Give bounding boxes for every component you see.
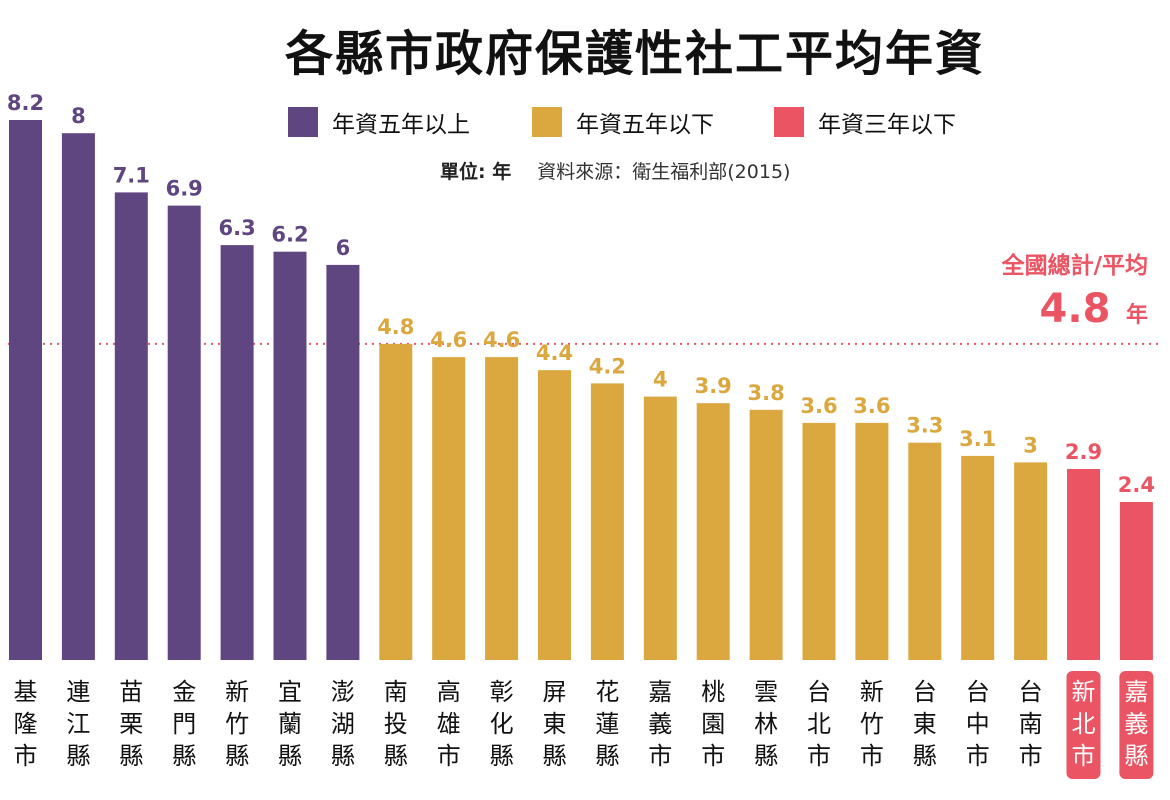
value-label-20: 3 — [1023, 433, 1038, 457]
legend-item-below5: 年資五年以下 — [532, 104, 714, 140]
value-label-3: 7.1 — [113, 163, 150, 187]
category-label-13: 嘉義市 — [648, 678, 672, 770]
bar-12 — [590, 383, 624, 660]
unit-note: 單位: 年 — [440, 161, 512, 183]
bar-6 — [273, 251, 307, 660]
value-label-14: 3.9 — [695, 374, 732, 398]
category-label-15: 雲林縣 — [754, 678, 778, 770]
bar-21 — [1067, 469, 1100, 660]
category-label-5: 新竹縣 — [225, 678, 249, 770]
bar-2 — [61, 133, 95, 660]
bar-8 — [379, 343, 413, 660]
bar-18 — [908, 442, 942, 660]
reference-line-label: 全國總計/平均 — [1001, 253, 1148, 279]
category-label-8: 南投縣 — [384, 678, 408, 770]
value-label-11: 4.4 — [536, 341, 573, 365]
category-label-22: 嘉義縣 — [1124, 678, 1148, 770]
bar-13 — [643, 396, 677, 660]
bar-9 — [432, 357, 466, 660]
category-label-14: 桃園市 — [701, 678, 725, 770]
reference-line-value: 4.8 — [1039, 286, 1111, 332]
chart-subnote: 單位: 年 資料來源：衛生福利部(2015) — [440, 157, 790, 184]
value-label-4: 6.9 — [166, 177, 203, 201]
value-label-12: 4.2 — [589, 354, 626, 378]
bar-20 — [1014, 462, 1048, 660]
category-label-21: 新北市 — [1072, 678, 1096, 770]
value-label-7: 6 — [336, 236, 351, 260]
category-label-10: 彰化縣 — [490, 678, 514, 770]
value-label-16: 3.6 — [800, 394, 837, 418]
category-label-1: 基隆市 — [14, 678, 38, 770]
bar-16 — [802, 422, 836, 660]
category-label-19: 台中市 — [966, 678, 990, 770]
category-label-2: 連江縣 — [66, 678, 90, 770]
value-label-1: 8.2 — [7, 91, 44, 115]
value-label-13: 4 — [653, 368, 668, 392]
bar-15 — [749, 409, 783, 660]
category-label-17: 新竹市 — [860, 678, 884, 770]
bar-5 — [220, 245, 254, 660]
bar-10 — [485, 357, 519, 660]
legend-item-above5: 年資五年以上 — [288, 104, 470, 140]
legend-swatch-above5 — [288, 107, 318, 137]
bar-1 — [9, 120, 42, 660]
bar-11 — [538, 370, 571, 660]
bar-17 — [855, 422, 889, 660]
value-label-15: 3.8 — [747, 381, 784, 405]
value-label-2: 8 — [71, 104, 86, 128]
category-label-12: 花蓮縣 — [595, 678, 619, 770]
bar-7 — [326, 264, 360, 660]
category-highlight-21 — [1066, 671, 1101, 779]
value-label-17: 3.6 — [853, 394, 890, 418]
legend-label-above5: 年資五年以上 — [332, 112, 470, 138]
bar-14 — [696, 403, 730, 660]
source-note: 資料來源：衛生福利部(2015) — [537, 161, 791, 183]
value-label-5: 6.3 — [218, 216, 255, 240]
category-label-18: 台東縣 — [913, 678, 937, 770]
reference-line-unit: 年 — [1125, 303, 1148, 328]
category-label-16: 台北市 — [807, 678, 831, 770]
category-label-11: 屏東縣 — [543, 678, 567, 770]
category-highlight-22 — [1119, 671, 1154, 779]
category-label-9: 高雄市 — [437, 678, 461, 770]
bar-22 — [1119, 502, 1153, 660]
value-label-18: 3.3 — [906, 414, 943, 438]
legend-label-below5: 年資五年以下 — [576, 112, 714, 138]
legend-label-below3: 年資三年以下 — [818, 112, 956, 138]
value-label-10: 4.6 — [483, 328, 520, 352]
bar-4 — [167, 205, 201, 660]
category-label-7: 澎湖縣 — [331, 678, 355, 770]
value-label-19: 3.1 — [959, 427, 996, 451]
category-label-20: 台南市 — [1019, 678, 1043, 770]
bar-19 — [961, 455, 995, 660]
legend-swatch-below5 — [532, 107, 562, 137]
category-label-4: 金門縣 — [172, 678, 196, 770]
value-label-6: 6.2 — [271, 223, 308, 247]
value-label-9: 4.6 — [430, 328, 467, 352]
value-label-21: 2.9 — [1065, 440, 1102, 464]
bar-3 — [114, 192, 148, 660]
category-label-3: 苗栗縣 — [119, 678, 143, 770]
legend-swatch-below3 — [774, 107, 804, 137]
reference-line-value-group: 4.8 年 — [1040, 286, 1148, 332]
legend-item-below3: 年資三年以下 — [774, 104, 956, 140]
value-label-8: 4.8 — [377, 315, 414, 339]
category-label-6: 宜蘭縣 — [278, 678, 302, 770]
value-label-22: 2.4 — [1118, 473, 1155, 497]
